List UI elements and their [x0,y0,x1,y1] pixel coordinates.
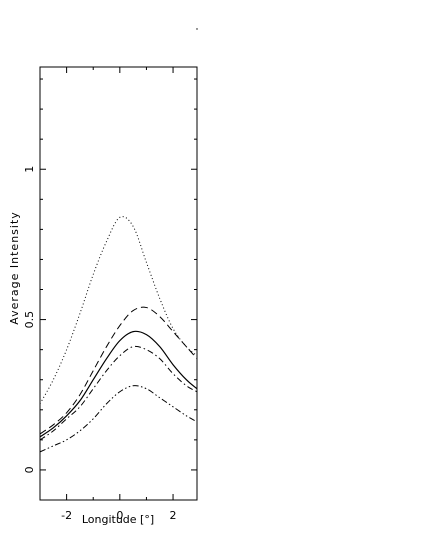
y-tick-label: 1 [23,166,36,173]
x-tick-label: 0 [116,509,123,522]
y-tick-label: 0 [23,466,36,473]
stray-mark [196,28,198,30]
axis-layer: 0 0.5 1 -2 0 2 [23,66,198,522]
x-tick-label: -2 [61,509,72,522]
plot-frame [39,66,198,501]
x-axis-label: Longitude [°] [82,513,154,526]
plot-layer [39,28,198,453]
series-line-dashed [39,306,198,435]
y-axis-label: Average Intensity [8,211,21,325]
series-line-solid [39,330,198,438]
series-line-dotted [39,216,198,405]
series-line-dash-dot-dot [39,385,198,453]
y-tick-label: 0.5 [23,311,36,329]
x-tick-label: 2 [170,509,177,522]
